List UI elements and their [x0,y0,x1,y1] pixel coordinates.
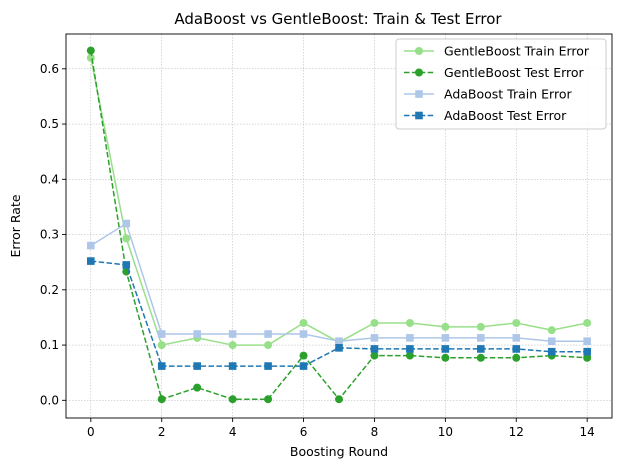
series-3 [87,257,591,370]
data-point [547,326,556,335]
data-point [583,318,592,327]
data-point [441,334,450,342]
x-tick-label: 14 [580,425,595,439]
chart-title: AdaBoost vs GentleBoost: Train & Test Er… [174,10,502,28]
data-point [405,318,414,327]
y-tick-label: 0.5 [40,117,59,131]
legend-label: GentleBoost Test Error [444,65,585,80]
data-point [406,334,414,342]
data-point [299,330,308,338]
data-point [264,362,272,370]
data-point [441,353,450,362]
y-tick-label: 0.4 [40,172,59,186]
grid [66,34,612,418]
y-axis-ticks: 0.0 0.1 0.2 0.3 0.4 0.5 0.6 [40,62,66,407]
data-point [476,353,485,362]
legend-label: AdaBoost Train Error [444,87,572,102]
data-point [122,261,131,269]
data-point [157,341,166,350]
legend-marker [415,68,423,77]
legend-label: AdaBoost Test Error [444,108,567,123]
series-1 [86,46,592,404]
data-point [228,395,237,404]
legend-marker [415,90,423,98]
data-point [476,322,485,331]
data-point [370,345,379,353]
y-tick-label: 0.2 [40,283,59,297]
data-point [193,362,201,370]
data-point [335,337,343,345]
legend-marker [415,111,423,120]
data-point [122,219,131,228]
x-tick-label: 8 [371,425,379,439]
data-point [299,362,308,370]
y-axis-label: Error Rate [8,194,23,257]
data-point [547,337,556,345]
data-point [87,241,95,250]
data-point [370,334,379,342]
data-point [122,234,131,243]
x-tick-label: 2 [158,425,166,439]
data-point [583,337,591,345]
data-point [405,351,414,360]
x-axis-ticks: 0 2 4 6 8 10 12 14 [87,418,595,439]
data-point [157,330,166,338]
data-point [299,351,308,360]
data-point [228,341,237,350]
data-point [512,318,521,327]
data-point [370,351,379,360]
legend-item: AdaBoost Test Error [404,108,567,123]
legend-item: AdaBoost Train Error [404,87,572,102]
plot-frame [65,33,613,419]
legend-box [395,38,607,130]
data-point [335,344,343,352]
data-point [86,46,95,55]
x-tick-label: 0 [87,425,95,439]
legend-item: GentleBoost Test Error [404,65,585,80]
data-point [441,345,450,353]
y-tick-label: 0.0 [40,393,59,407]
data-point [299,318,308,327]
data-point [406,345,414,353]
data-point [87,257,95,265]
data-point [228,330,237,338]
legend: GentleBoost Train Error GentleBoost Test … [395,38,607,130]
x-tick-label: 12 [509,425,524,439]
data-point [264,395,273,404]
data-point [512,345,521,353]
data-point [157,362,166,370]
x-axis-label: Boosting Round [290,444,388,459]
data-point [441,322,450,331]
y-tick-label: 0.6 [40,62,59,76]
series-2 [87,219,591,345]
data-point [264,330,272,338]
data-point [512,334,521,342]
data-point [193,383,202,392]
data-point [228,362,237,370]
legend-label: GentleBoost Train Error [444,44,590,59]
series-layer [86,46,592,404]
y-tick-label: 0.1 [40,338,59,352]
x-tick-label: 10 [438,425,453,439]
data-point [583,353,592,362]
y-tick-label: 0.3 [40,228,59,242]
data-point [193,330,201,338]
x-tick-label: 6 [300,425,308,439]
data-point [477,334,485,342]
data-point [264,341,273,350]
data-point [477,345,485,353]
legend-item: GentleBoost Train Error [404,44,590,59]
legend-marker [415,47,423,55]
data-point [335,395,343,404]
data-point [512,353,521,362]
data-point [370,318,379,327]
x-tick-label: 4 [229,425,237,439]
data-point [157,395,166,404]
data-point [547,347,556,356]
data-point [583,347,591,356]
